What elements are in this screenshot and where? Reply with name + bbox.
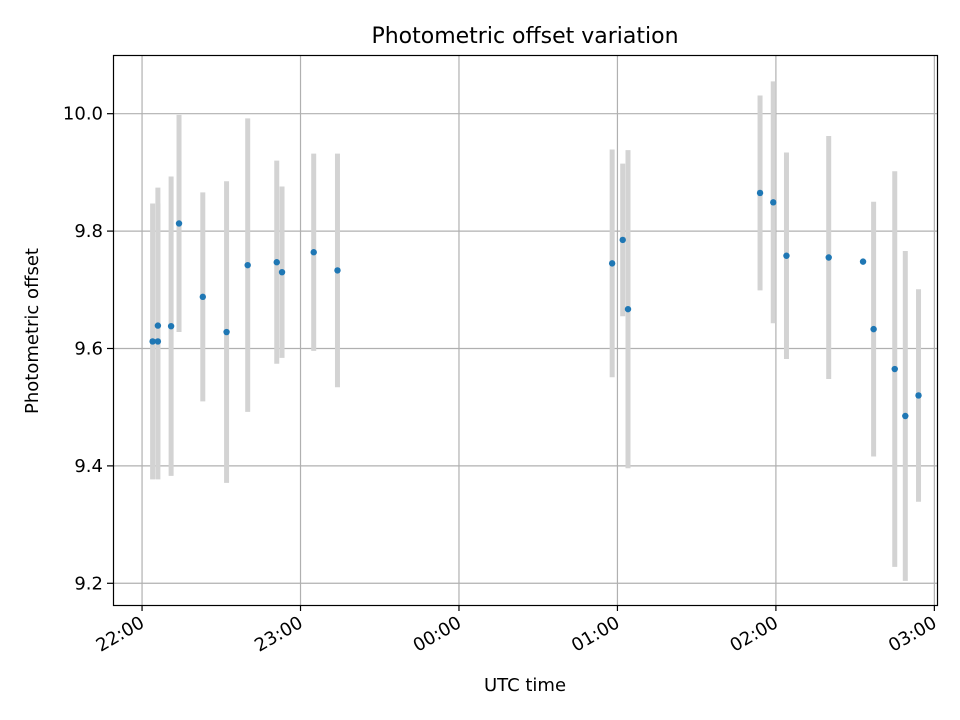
data-point — [619, 236, 626, 244]
data-point — [608, 260, 616, 267]
data-point — [278, 268, 286, 276]
data-point — [223, 328, 230, 336]
data-point — [783, 252, 790, 259]
data-point — [154, 338, 162, 345]
data-points — [149, 189, 922, 420]
y-axis-label: Photometric offset — [22, 248, 43, 414]
data-point — [273, 259, 280, 266]
plot-frame — [112, 54, 939, 607]
data-point — [756, 189, 764, 197]
data-point — [334, 267, 341, 274]
data-point — [915, 392, 922, 399]
data-point — [770, 199, 777, 206]
y-axis-ticks: 9.2 9.4 9.6 9.8 10.0 — [63, 104, 113, 594]
y-tick-label: 9.8 — [74, 221, 103, 242]
data-point — [199, 293, 206, 301]
chart-title: Photometric offset variation — [371, 24, 678, 49]
data-point — [825, 254, 832, 261]
data-point — [891, 365, 898, 373]
data-point — [167, 322, 175, 330]
y-tick-label: 9.6 — [74, 338, 103, 359]
data-point — [149, 338, 156, 345]
data-point — [175, 220, 183, 227]
data-point — [310, 249, 317, 256]
data-point — [244, 261, 251, 269]
data-point — [154, 322, 162, 329]
data-point — [902, 412, 909, 420]
data-point — [859, 258, 867, 265]
y-tick-label: 10.0 — [63, 104, 103, 125]
grid-lines — [113, 55, 937, 605]
data-point — [624, 305, 632, 313]
y-tick-label: 9.4 — [74, 456, 103, 477]
x-axis-label: UTC time — [484, 675, 566, 696]
y-tick-label: 9.2 — [74, 573, 103, 594]
data-point — [870, 325, 877, 333]
